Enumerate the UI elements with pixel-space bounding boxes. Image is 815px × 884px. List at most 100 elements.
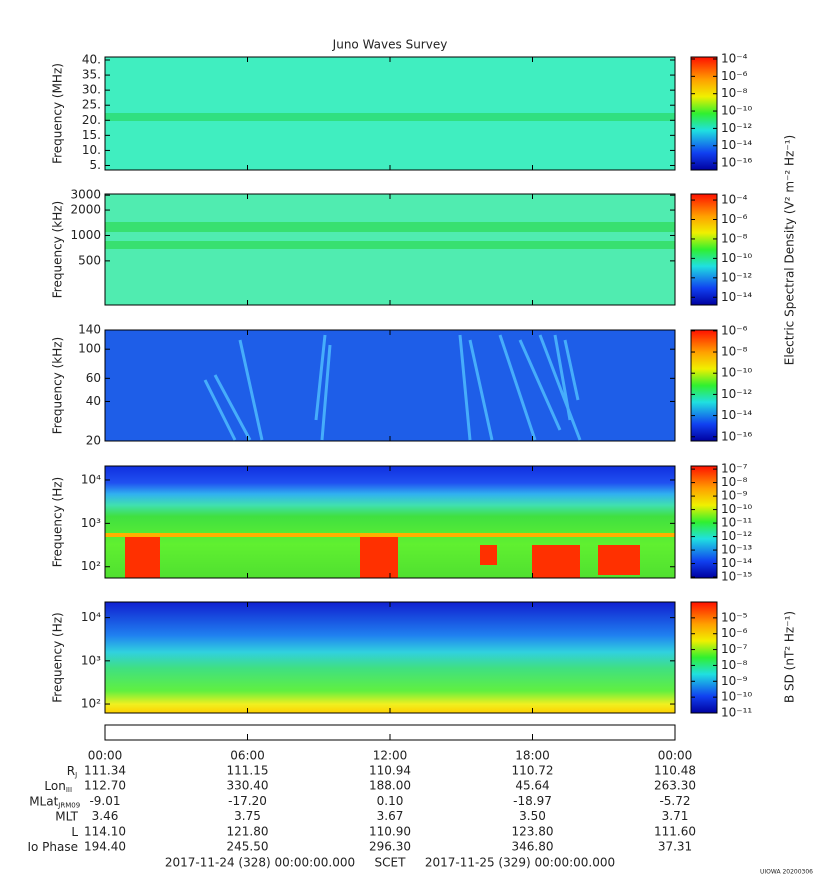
colorbar-tick-label: 10⁻⁸: [721, 658, 748, 672]
y-tick-label: 40: [86, 394, 101, 408]
colorbar-tick-label: 10⁻¹²: [721, 270, 752, 284]
ephemeris-value: 111.60: [654, 824, 696, 838]
ephemeris-label-text: MLat: [29, 794, 58, 808]
ephemeris-label: RJ: [67, 764, 77, 780]
ephemeris-label: Io Phase: [27, 840, 78, 854]
colorbar-tick-label: 10⁻¹¹: [721, 516, 752, 530]
ephemeris-value: 45.64: [515, 779, 549, 793]
ephemeris-label-text: MLT: [55, 809, 78, 823]
colorbar-label: B SD (nT² Hz⁻¹): [783, 611, 797, 703]
x-tick-label: 00:00: [88, 749, 123, 763]
y-axis-label: Frequency (Hz): [51, 612, 65, 703]
colorbar-tick-label: 10⁻⁷: [721, 642, 748, 656]
ephemeris-value: 110.94: [369, 764, 411, 778]
y-tick-label: 35.: [82, 68, 101, 82]
ephemeris-value: 330.40: [227, 779, 269, 793]
ephemeris-value: 114.10: [84, 824, 126, 838]
colorbar-tick-label: 10⁻¹⁰: [721, 366, 752, 380]
y-tick-label: 10³: [81, 653, 101, 667]
ephemeris-value: 3.46: [92, 809, 119, 823]
colorbar-tick-label: 10⁻⁶: [721, 323, 748, 337]
y-tick-label: 10²: [81, 697, 101, 711]
colorbar-label: Electric Spectral Density (V² m⁻² Hz⁻¹): [783, 135, 797, 365]
y-tick-label: 140: [78, 323, 101, 337]
ephemeris-value: 110.48: [654, 764, 696, 778]
colorbar-tick-label: 10⁻⁸: [721, 345, 748, 359]
ephemeris-value: 3.50: [519, 809, 546, 823]
colorbar-images: [691, 57, 717, 713]
ephemeris-value: 346.80: [512, 840, 554, 854]
y-tick-label: 1000: [70, 228, 101, 242]
colorbar-tick-label: 10⁻¹³: [721, 543, 752, 557]
footer-scet: SCET: [375, 856, 407, 870]
ephemeris-value: 188.00: [369, 779, 411, 793]
ephemeris-label-sub: JRM09: [57, 801, 80, 809]
y-tick-label: 100: [78, 342, 101, 356]
colorbar-tick-label: 10⁻¹⁴: [721, 138, 752, 152]
y-tick-label: 10⁴: [81, 472, 101, 486]
ephemeris-label-sub: III: [66, 786, 72, 794]
ephemeris-label: LonIII: [44, 779, 72, 795]
x-tick-label: 18:00: [515, 749, 550, 763]
y-tick-label: 10²: [81, 559, 101, 573]
ephemeris-value: 3.67: [377, 809, 404, 823]
ephemeris-label-text: Lon: [44, 779, 65, 793]
colorbar-tick-label: 10⁻¹⁰: [721, 251, 752, 265]
ephemeris-value: 3.71: [662, 809, 689, 823]
y-tick-label: 5.: [90, 158, 101, 172]
y-tick-label: 30.: [82, 83, 101, 97]
colorbar-tick-label: 10⁻¹⁴: [721, 556, 752, 570]
x-tick-label: 06:00: [230, 749, 265, 763]
footer-end: 2017-11-25 (329) 00:00:00.000: [425, 856, 615, 870]
ephemeris-value: 296.30: [369, 840, 411, 854]
y-axis-label: Frequency (Hz): [51, 477, 65, 568]
title: Juno Waves Survey: [332, 38, 448, 52]
ephemeris-label-text: R: [67, 764, 75, 778]
colorbar-tick-label: 10⁻¹⁴: [721, 290, 752, 304]
colorbar-tick-label: 10⁻¹²: [721, 387, 752, 401]
ephemeris-value: 3.75: [234, 809, 261, 823]
ephemeris-label: L: [71, 824, 78, 838]
ephemeris-value: 263.30: [654, 779, 696, 793]
ephemeris-value: -5.72: [659, 794, 690, 808]
credit: UIOWA 20200306: [760, 869, 813, 876]
y-tick-label: 10³: [81, 516, 101, 530]
y-tick-label: 15.: [82, 128, 101, 142]
x-tick-label: 12:00: [373, 749, 408, 763]
ephemeris-value: 111.15: [227, 764, 269, 778]
colorbar-tick-label: 10⁻¹²: [721, 121, 752, 135]
colorbar-tick-label: 10⁻⁷: [721, 462, 748, 476]
colorbar-tick-label: 10⁻⁵: [721, 610, 748, 624]
colorbar-tick-label: 10⁻⁶: [721, 626, 748, 640]
colorbar-tick-label: 10⁻¹⁰: [721, 502, 752, 516]
colorbar-frame: [690, 465, 718, 579]
y-tick-label: 10.: [82, 143, 101, 157]
colorbar-tick-label: 10⁻⁹: [721, 489, 748, 503]
colorbar-tick-label: 10⁻¹²: [721, 529, 752, 543]
ephemeris-value: 111.34: [84, 764, 126, 778]
colorbar-tick-label: 10⁻⁹: [721, 674, 748, 688]
y-tick-label: 60: [86, 371, 101, 385]
colorbar-frame: [690, 329, 718, 442]
colorbar-tick-label: 10⁻⁶: [721, 212, 748, 226]
y-tick-label: 3000: [70, 188, 101, 202]
ephemeris-value: -9.01: [89, 794, 120, 808]
ephemeris-label-sub: J: [74, 771, 77, 779]
y-tick-label: 20.: [82, 113, 101, 127]
y-axis-label: Frequency (kHz): [51, 201, 65, 298]
ephemeris-value: 121.80: [227, 824, 269, 838]
colorbar-tick-label: 10⁻¹⁶: [721, 429, 752, 443]
ephemeris-value: -17.20: [228, 794, 267, 808]
y-tick-label: 20: [86, 434, 101, 448]
ephemeris-value: 112.70: [84, 779, 126, 793]
ephemeris-value: 110.72: [512, 764, 554, 778]
colorbar-tick-label: 10⁻⁸: [721, 86, 748, 100]
colorbar-tick-label: 10⁻⁴: [721, 193, 748, 207]
y-tick-label: 25.: [82, 98, 101, 112]
ephemeris-label-text: L: [71, 824, 78, 838]
colorbar-tick-label: 10⁻¹¹: [721, 706, 752, 720]
footer-start: 2017-11-24 (328) 00:00:00.000: [165, 856, 355, 870]
colorbar-frame: [690, 193, 718, 306]
colorbar-tick-label: 10⁻⁸: [721, 231, 748, 245]
